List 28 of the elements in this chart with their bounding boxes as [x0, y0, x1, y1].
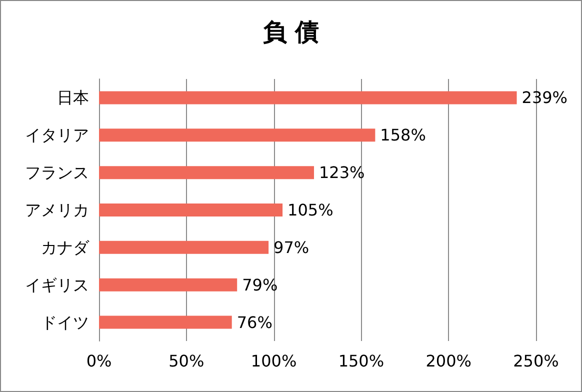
- chart-title: 負 債: [262, 18, 320, 46]
- data-label: 79%: [242, 275, 278, 294]
- y-tick-label: アメリカ: [25, 200, 89, 220]
- x-tick-label: 100%: [250, 352, 297, 370]
- data-label: 76%: [236, 312, 272, 332]
- y-tick-label: 日本: [57, 88, 89, 108]
- bar: [99, 204, 283, 216]
- bar: [99, 278, 238, 292]
- bar: [99, 166, 314, 180]
- x-tick-label: 50%: [168, 352, 204, 370]
- y-tick-label: フランス: [25, 163, 89, 182]
- y-tick-label: ドイツ: [41, 312, 89, 332]
- y-tick-label: イギリス: [25, 275, 89, 294]
- bar: [99, 91, 517, 104]
- data-label: 158%: [380, 126, 426, 145]
- data-label: 105%: [288, 200, 334, 220]
- bar: [99, 128, 376, 142]
- data-label: 97%: [274, 238, 310, 257]
- x-tick-label: 250%: [513, 352, 559, 370]
- x-tick-label: 200%: [426, 352, 472, 370]
- y-tick-label: カナダ: [41, 238, 90, 257]
- data-label: 239%: [522, 88, 568, 108]
- y-tick-label: イタリア: [25, 126, 89, 145]
- bar: [99, 316, 232, 329]
- data-label: 123%: [319, 163, 365, 182]
- bar: [99, 240, 269, 254]
- x-tick-label: 0%: [86, 352, 112, 370]
- x-tick-label: 150%: [338, 352, 384, 370]
